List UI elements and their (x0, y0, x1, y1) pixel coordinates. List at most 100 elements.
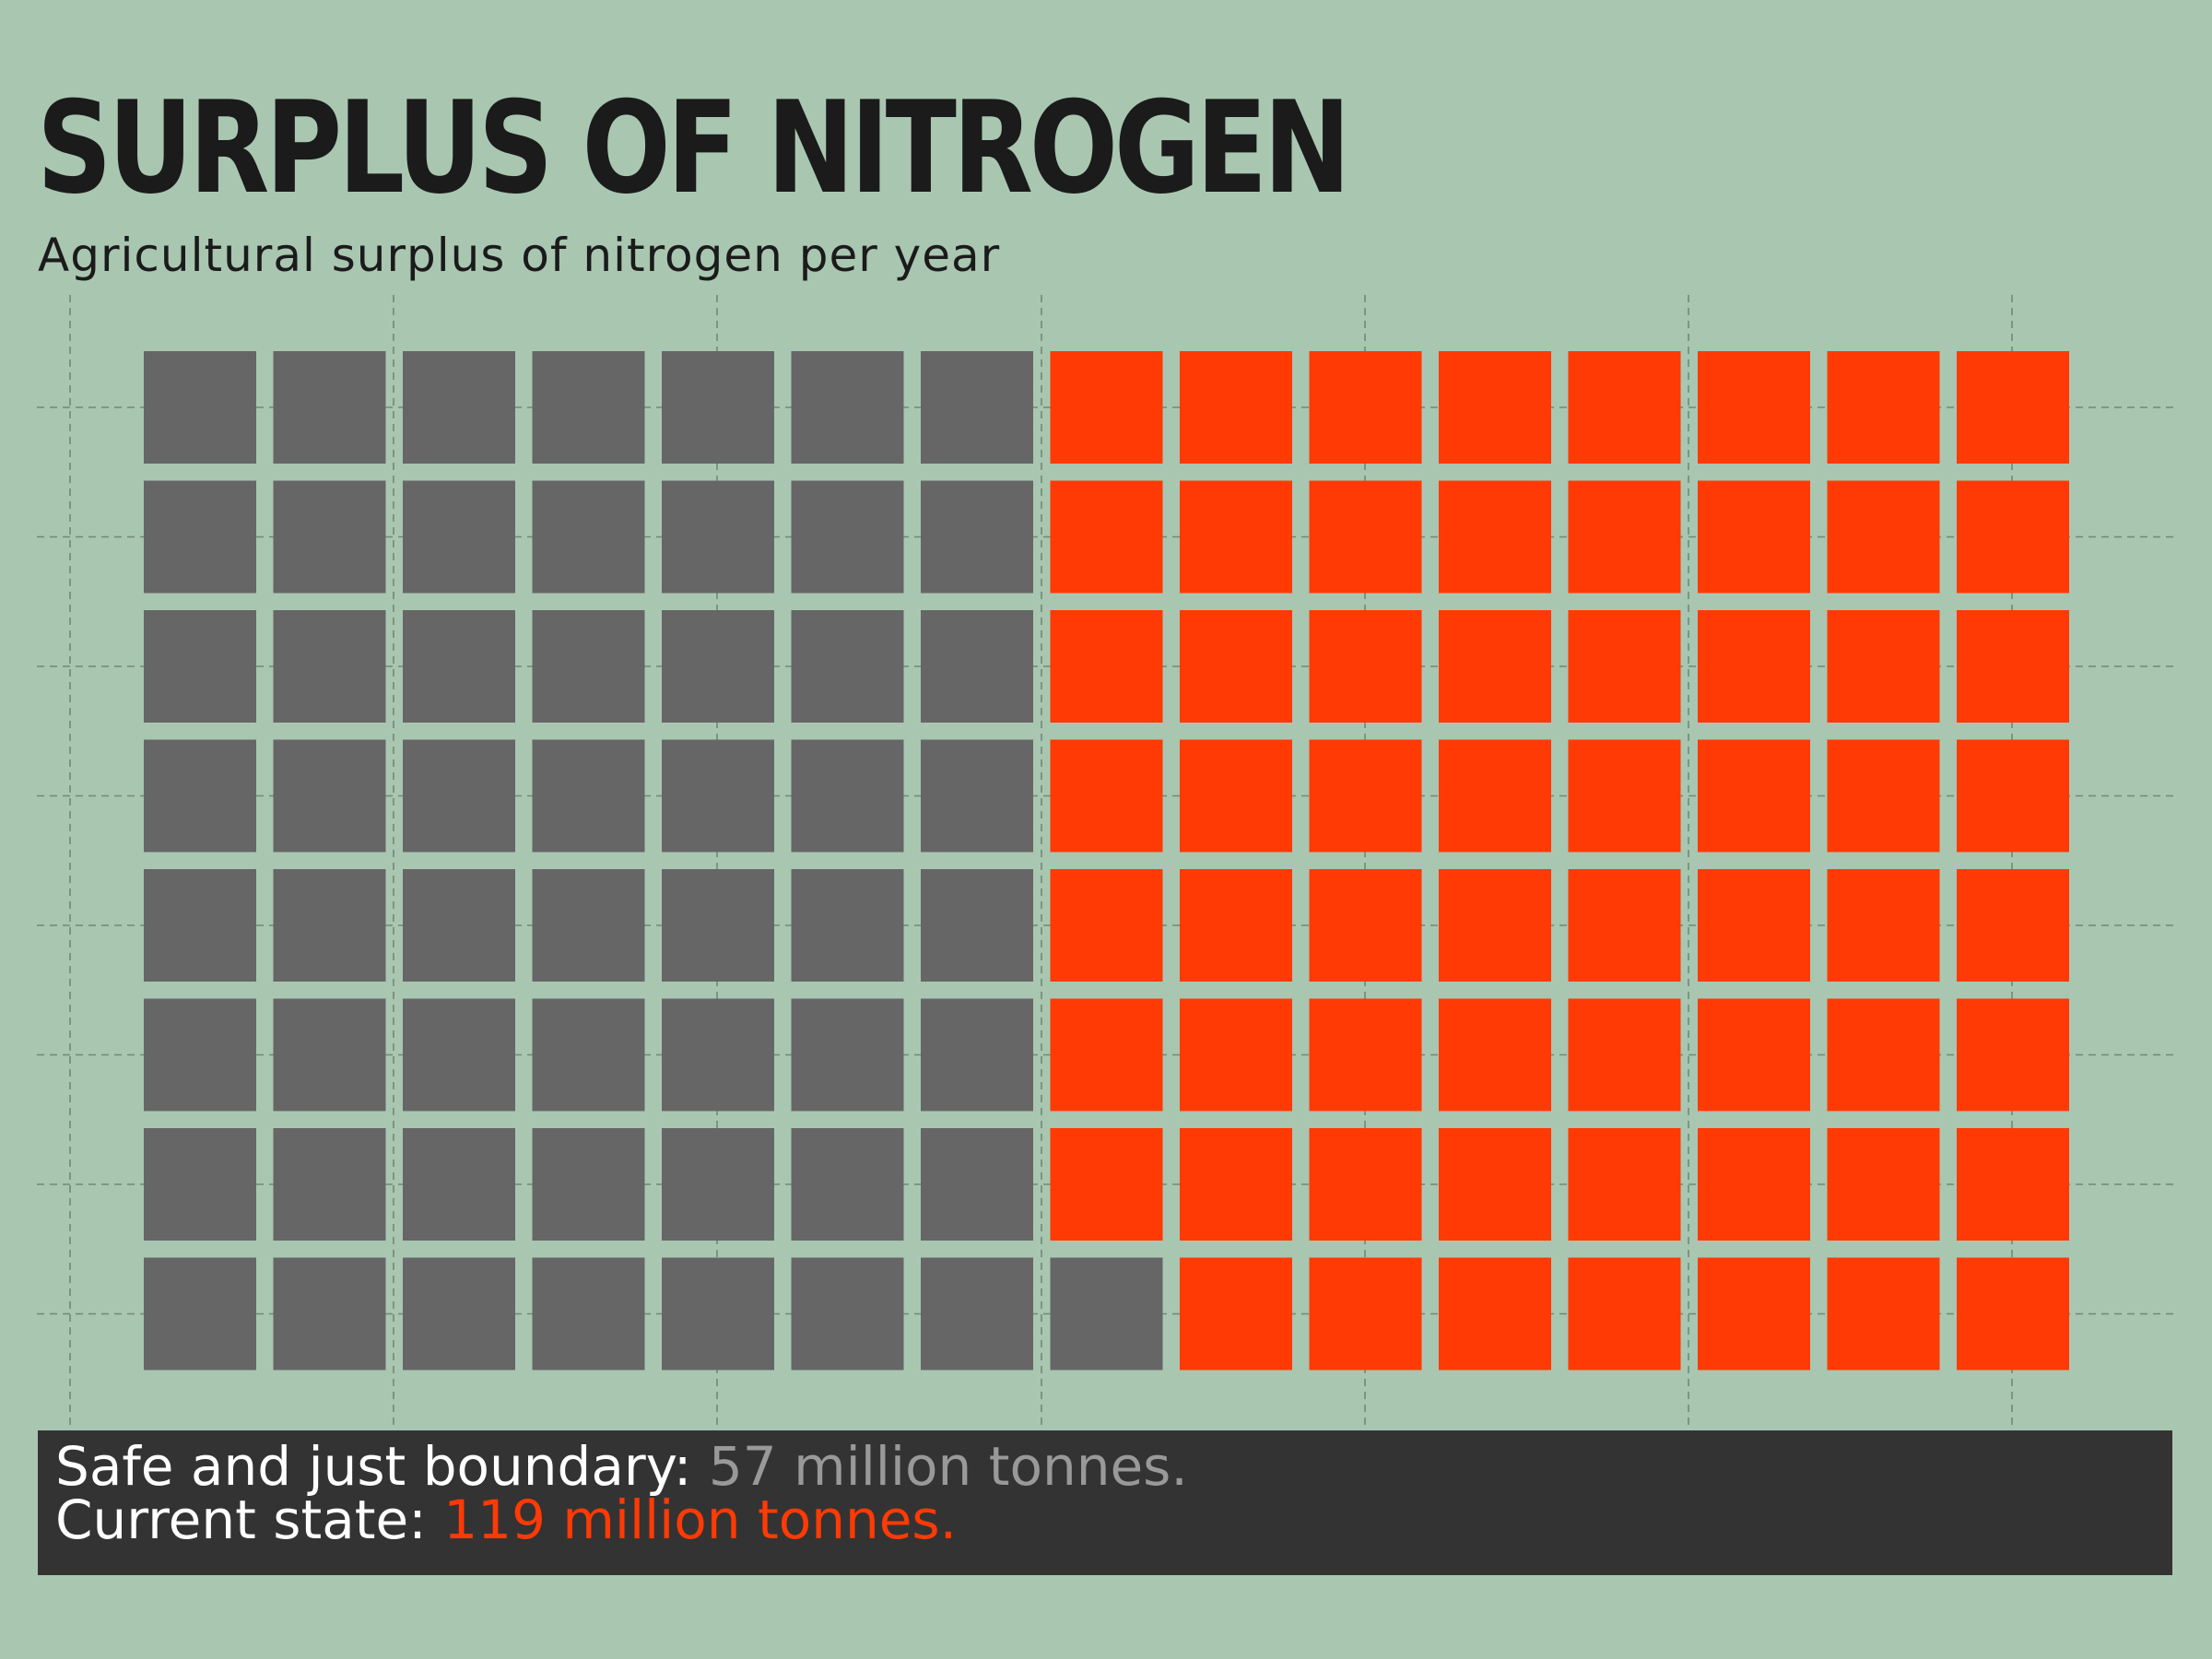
guide-lines (37, 295, 2173, 1427)
surplus-cell (1568, 351, 1681, 464)
safe-boundary-cell (273, 739, 386, 853)
surplus-cell (1439, 1257, 1551, 1371)
surplus-cell (1698, 351, 1810, 464)
surplus-cell (1568, 610, 1681, 723)
safe-boundary-cell (662, 869, 774, 982)
safe-boundary-cell (403, 351, 515, 464)
safe-boundary-cell (791, 869, 904, 982)
safe-boundary-cell (403, 610, 515, 723)
safe-boundary-cell (144, 610, 256, 723)
surplus-cell (1957, 1257, 2069, 1371)
surplus-cell (1827, 1128, 1940, 1241)
safe-boundary-label: Safe and just boundary: (55, 1435, 709, 1498)
surplus-cell (1309, 480, 1422, 594)
surplus-cell (1050, 480, 1163, 594)
current-state-value: 119 million tonnes. (443, 1488, 958, 1551)
surplus-cell (1309, 739, 1422, 853)
safe-boundary-cell (662, 610, 774, 723)
surplus-cell (1957, 1128, 2069, 1241)
surplus-cell (1439, 1128, 1551, 1241)
safe-boundary-cell (921, 1257, 1033, 1371)
surplus-cell (1309, 1257, 1422, 1371)
safe-boundary-cell (921, 480, 1033, 594)
surplus-cell (1180, 480, 1292, 594)
surplus-cell (1439, 351, 1551, 464)
surplus-cell (1180, 869, 1292, 982)
surplus-cell (1698, 1128, 1810, 1241)
surplus-cell (1698, 610, 1810, 723)
safe-boundary-cell (921, 351, 1033, 464)
surplus-cell (1568, 998, 1681, 1112)
safe-boundary-cell (662, 351, 774, 464)
surplus-cell (1568, 1257, 1681, 1371)
surplus-cell (1568, 739, 1681, 853)
surplus-cell (1827, 480, 1940, 594)
safe-boundary-cell (1050, 1257, 1163, 1371)
waffle-cells (144, 351, 2069, 1371)
safe-boundary-cell (144, 998, 256, 1112)
current-state-label: Current state: (55, 1488, 444, 1551)
surplus-cell (1827, 998, 1940, 1112)
surplus-cell (1827, 869, 1940, 982)
safe-boundary-cell (791, 998, 904, 1112)
safe-boundary-line: Safe and just boundary: 57 million tonne… (55, 1440, 1188, 1493)
surplus-cell (1180, 1128, 1292, 1241)
surplus-cell (1180, 351, 1292, 464)
safe-boundary-cell (144, 351, 256, 464)
safe-boundary-cell (662, 480, 774, 594)
safe-boundary-cell (921, 869, 1033, 982)
surplus-cell (1180, 998, 1292, 1112)
safe-boundary-cell (403, 480, 515, 594)
safe-boundary-cell (403, 1257, 515, 1371)
safe-boundary-cell (403, 1128, 515, 1241)
safe-boundary-cell (273, 998, 386, 1112)
surplus-cell (1439, 739, 1551, 853)
surplus-cell (1957, 739, 2069, 853)
legend-footer: Safe and just boundary: 57 million tonne… (38, 1430, 2172, 1575)
safe-boundary-cell (144, 1128, 256, 1241)
surplus-cell (1957, 351, 2069, 464)
surplus-cell (1050, 351, 1163, 464)
surplus-cell (1568, 869, 1681, 982)
surplus-cell (1957, 869, 2069, 982)
safe-boundary-cell (532, 739, 645, 853)
safe-boundary-cell (403, 869, 515, 982)
surplus-cell (1309, 351, 1422, 464)
chart-subtitle: Agricultural surplus of nitrogen per yea… (38, 229, 1001, 282)
safe-boundary-cell (532, 1128, 645, 1241)
safe-boundary-cell (791, 739, 904, 853)
safe-boundary-value: 57 million tonnes. (708, 1435, 1188, 1498)
safe-boundary-cell (921, 1128, 1033, 1241)
surplus-cell (1827, 610, 1940, 723)
safe-boundary-cell (662, 739, 774, 853)
safe-boundary-cell (791, 610, 904, 723)
surplus-cell (1957, 480, 2069, 594)
surplus-cell (1439, 480, 1551, 594)
surplus-cell (1050, 739, 1163, 853)
safe-boundary-cell (662, 1257, 774, 1371)
safe-boundary-cell (273, 610, 386, 723)
surplus-cell (1827, 1257, 1940, 1371)
safe-boundary-cell (273, 351, 386, 464)
safe-boundary-cell (791, 1128, 904, 1241)
safe-boundary-cell (144, 739, 256, 853)
surplus-cell (1439, 869, 1551, 982)
safe-boundary-cell (273, 1257, 386, 1371)
surplus-cell (1698, 480, 1810, 594)
surplus-cell (1050, 998, 1163, 1112)
safe-boundary-cell (532, 480, 645, 594)
safe-boundary-cell (273, 1128, 386, 1241)
surplus-cell (1309, 1128, 1422, 1241)
chart-title: SURPLUS OF NITROGEN (37, 74, 1351, 222)
safe-boundary-cell (532, 351, 645, 464)
safe-boundary-cell (921, 998, 1033, 1112)
safe-boundary-cell (662, 998, 774, 1112)
current-state-line: Current state: 119 million tonnes. (55, 1493, 957, 1547)
surplus-cell (1439, 998, 1551, 1112)
safe-boundary-cell (921, 739, 1033, 853)
surplus-cell (1439, 610, 1551, 723)
safe-boundary-cell (403, 739, 515, 853)
surplus-cell (1309, 998, 1422, 1112)
surplus-cell (1180, 739, 1292, 853)
